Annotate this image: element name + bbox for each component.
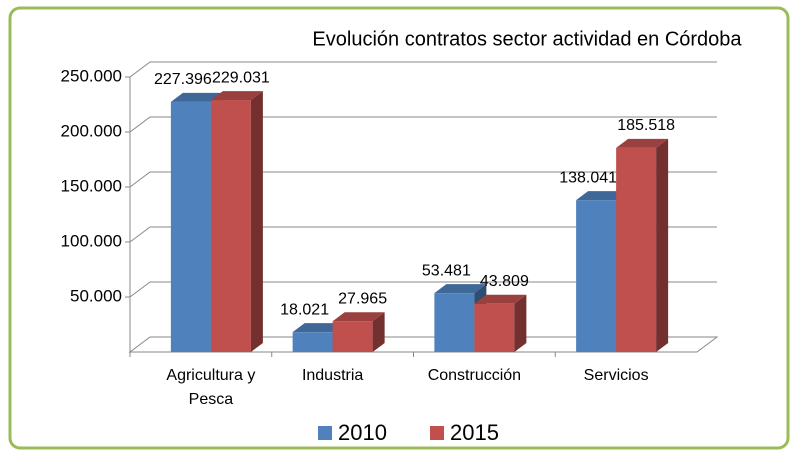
bar-side (656, 138, 669, 352)
grid-line (129, 281, 717, 298)
data-label: 18.021 (280, 301, 329, 318)
y-tick-label: 150.000 (61, 176, 122, 195)
grid-line (129, 61, 717, 78)
bar-side (514, 294, 527, 352)
bar-front (616, 147, 657, 352)
bar-front (292, 332, 333, 352)
bar-front (210, 100, 251, 352)
x-tick-label: Agricultura y Pesca (166, 367, 255, 408)
bar-front (576, 200, 617, 352)
x-tick-label: Servicios (584, 367, 649, 384)
x-tick-label: Construcción (428, 367, 521, 384)
bar-side (372, 312, 385, 352)
legend-label: 2010 (338, 420, 387, 445)
bar-top (170, 92, 223, 102)
x-tick-label-line: Pesca (189, 391, 234, 408)
legend-label: 2015 (450, 420, 499, 445)
bar-front (170, 101, 211, 352)
legend-swatch (318, 426, 332, 440)
bar (210, 91, 263, 352)
data-label: 27.965 (338, 290, 387, 307)
bar (474, 294, 527, 352)
grid-line (129, 116, 717, 133)
grid-line (129, 226, 717, 243)
data-label: 227.396 (154, 71, 212, 88)
bar-front (332, 321, 373, 352)
legend-swatch (430, 426, 444, 440)
bar-top (616, 138, 669, 148)
x-tick-label-line: Agricultura y (166, 367, 255, 384)
grid-line (129, 171, 717, 188)
bar (616, 138, 669, 352)
bar-front (434, 293, 475, 352)
data-label: 229.031 (212, 69, 270, 86)
y-tick-label: 50.000 (70, 286, 122, 305)
chart-frame (8, 6, 790, 450)
bar-front (474, 303, 515, 352)
data-label: 138.041 (559, 169, 617, 186)
bar-top (210, 91, 263, 101)
y-tick-label: 100.000 (61, 231, 122, 250)
bar (332, 312, 385, 352)
data-label: 185.518 (617, 117, 675, 134)
x-tick-label: Industria (302, 367, 363, 384)
bar-top (292, 323, 345, 333)
y-tick-label: 250.000 (61, 66, 122, 85)
bar-side (250, 91, 263, 352)
y-tick-label: 200.000 (61, 121, 122, 140)
data-label: 53.481 (422, 262, 471, 279)
chart-title: Evolución contratos sector actividad en … (312, 28, 742, 50)
bar-top (434, 284, 487, 294)
bar-top (474, 294, 527, 304)
data-label: 43.809 (480, 273, 529, 290)
bar-top (332, 312, 385, 322)
bar-top (576, 191, 629, 201)
